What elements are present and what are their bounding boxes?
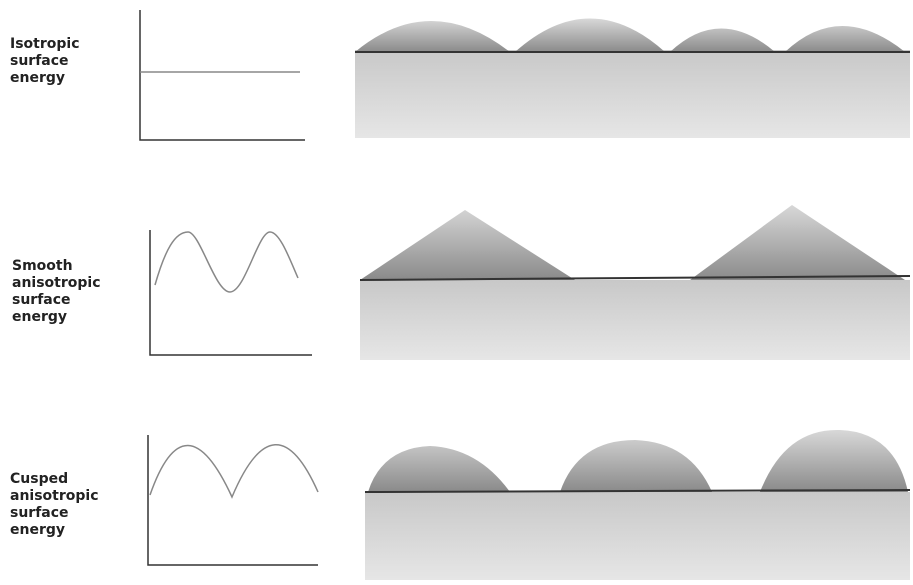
row-label: Cusped — [10, 471, 68, 487]
islands — [355, 19, 905, 53]
row-label: Isotropic — [10, 36, 80, 52]
row-label: anisotropic — [12, 275, 101, 291]
row-2: Smooth anisotropic surface energy — [12, 205, 910, 360]
row-label: surface — [10, 53, 69, 69]
plot-axes — [148, 435, 318, 565]
islands — [360, 205, 905, 280]
row-label: surface — [10, 505, 69, 521]
row-label: energy — [10, 522, 65, 538]
energy-curve — [150, 445, 318, 497]
row-label: energy — [12, 309, 67, 325]
substrate — [355, 50, 910, 138]
row-label: Smooth — [12, 258, 73, 274]
substrate — [365, 492, 910, 580]
row-label: energy — [10, 70, 65, 86]
islands — [368, 430, 908, 492]
row-1: Isotropic surface energy — [10, 10, 910, 140]
row-label: surface — [12, 292, 71, 308]
energy-curve — [155, 232, 298, 292]
row-label: anisotropic — [10, 488, 99, 504]
substrate — [360, 280, 910, 360]
row-3: Cusped anisotropic surface energy — [10, 430, 910, 580]
plot-axes — [140, 10, 305, 140]
figure: Isotropic surface energy Smooth anisotro… — [0, 0, 913, 585]
